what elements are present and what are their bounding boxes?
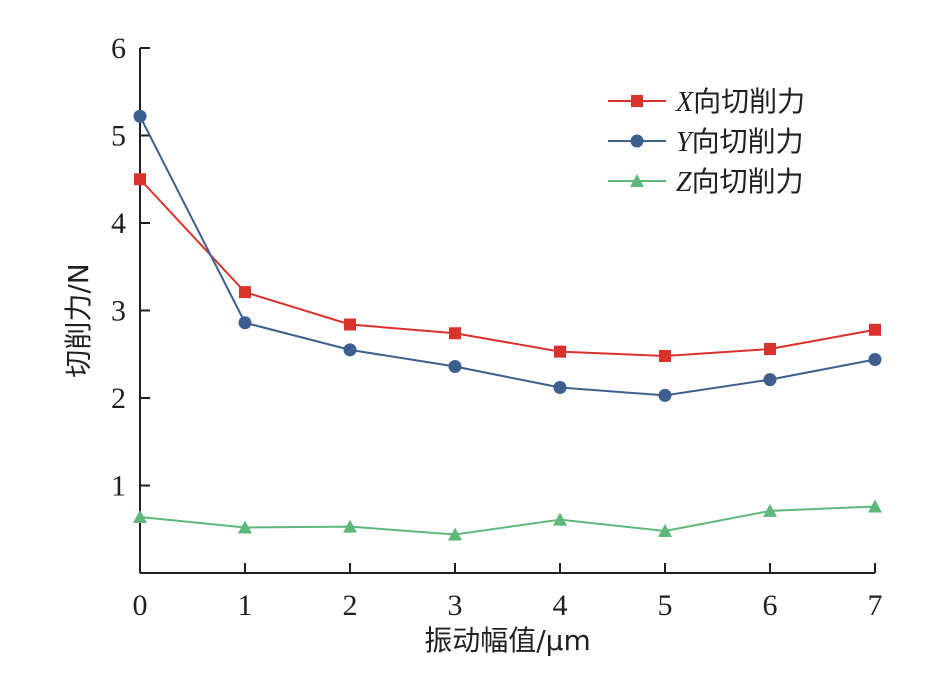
- data-point: [763, 373, 777, 387]
- y-axis-label: 切削力/N: [62, 263, 95, 377]
- y-tick-label: 5: [111, 120, 126, 153]
- data-point: [658, 524, 672, 537]
- data-point: [869, 323, 881, 336]
- x-tick-label: 5: [658, 589, 673, 622]
- x-tick-label: 3: [448, 589, 463, 622]
- data-point: [133, 109, 147, 123]
- x-axis-label: 振动幅值/μm: [424, 624, 591, 657]
- legend-item: Y向切削力: [608, 125, 804, 158]
- data-point: [343, 519, 357, 533]
- data-point: [343, 343, 357, 357]
- data-point: [448, 360, 462, 373]
- legend-label: Z向切削力: [676, 165, 804, 198]
- x-tick-label: 6: [763, 589, 778, 622]
- y-tick-label: 3: [111, 295, 126, 328]
- series-line: [139, 505, 876, 536]
- legend-item: X向切削力: [608, 85, 805, 118]
- data-point: [553, 512, 567, 526]
- data-point: [239, 286, 251, 299]
- legend-item: Z向切削力: [608, 165, 804, 198]
- series-line: [139, 178, 876, 358]
- data-point: [238, 520, 252, 534]
- data-point: [868, 353, 882, 366]
- data-point: [449, 327, 461, 340]
- x-tick-label: 2: [343, 589, 358, 622]
- data-point: [763, 503, 777, 517]
- x-tick-label: 0: [133, 589, 148, 622]
- data-point: [553, 381, 567, 394]
- data-point: [134, 173, 146, 186]
- legend: X向切削力 Y向切削力 Z向切削力: [608, 85, 805, 198]
- data-point: [658, 388, 672, 402]
- series-x: [134, 173, 881, 362]
- y-tick-label: 4: [111, 207, 126, 240]
- series-y: [133, 109, 882, 402]
- data-point: [448, 527, 462, 541]
- data-point: [659, 350, 671, 362]
- series-z: [133, 499, 882, 541]
- series-line: [139, 115, 876, 397]
- x-tick-label: 4: [553, 589, 568, 622]
- y-tick-label: 1: [111, 470, 126, 503]
- x-tick-label: 1: [238, 589, 253, 622]
- data-point: [554, 345, 566, 358]
- y-tick-label: 2: [111, 382, 126, 415]
- data-point: [764, 343, 776, 355]
- legend-marker: [630, 174, 644, 187]
- series-layer: [133, 109, 882, 541]
- data-point: [238, 316, 252, 330]
- axes: 1 2 3 4 5 6 0 1 2 3 4 5 6 7: [111, 32, 883, 622]
- legend-label: Y向切削力: [676, 125, 804, 158]
- legend-label: X向切削力: [675, 85, 805, 118]
- x-tick-label: 7: [868, 589, 883, 622]
- legend-marker: [631, 95, 643, 107]
- data-point: [868, 499, 882, 513]
- data-point: [133, 510, 147, 523]
- data-point: [344, 318, 356, 331]
- legend-marker: [630, 134, 644, 148]
- y-tick-label: 6: [111, 32, 126, 65]
